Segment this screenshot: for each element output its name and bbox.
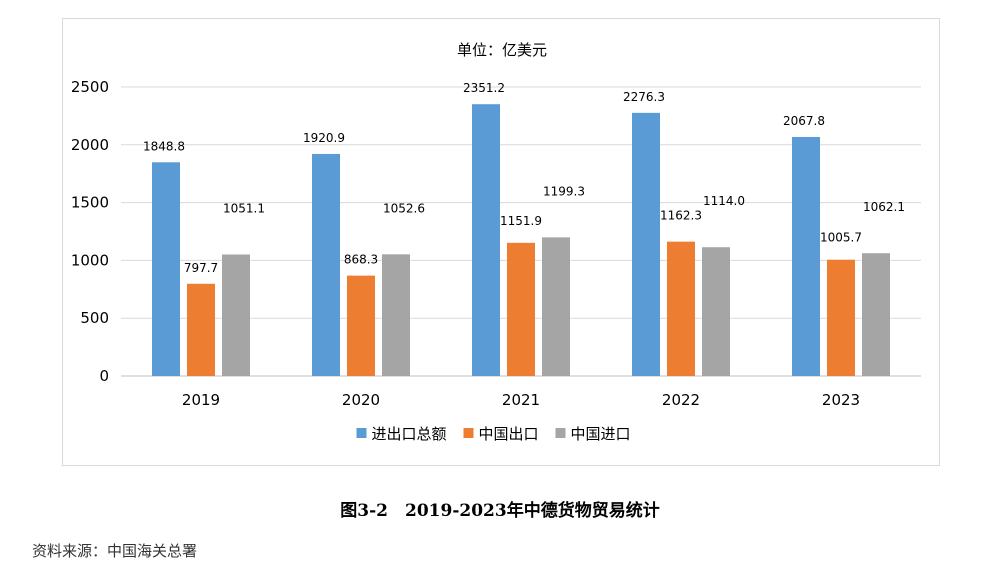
bar bbox=[472, 104, 500, 376]
legend-swatch bbox=[463, 428, 474, 438]
bar bbox=[507, 242, 535, 376]
bar bbox=[862, 253, 890, 376]
y-tick-label: 500 bbox=[80, 309, 109, 327]
bar-chart: 单位：亿美元 1848.8 797.7 1051.1 1920.9 868.3 1052.… bbox=[71, 41, 921, 443]
data-label: 1051.1 bbox=[223, 201, 265, 215]
y-tick-label: 1000 bbox=[71, 251, 109, 269]
data-label: 1114.0 bbox=[703, 194, 745, 208]
bar bbox=[347, 275, 375, 376]
figure-caption: 图3-2 2019-2023年中德货物贸易统计 bbox=[340, 501, 660, 521]
x-tick-label: 2020 bbox=[342, 391, 380, 409]
bar bbox=[312, 153, 340, 376]
data-label: 1062.1 bbox=[863, 200, 905, 214]
data-label: 1005.7 bbox=[820, 231, 862, 245]
x-tick-label: 2023 bbox=[822, 391, 860, 409]
bar bbox=[702, 247, 730, 376]
data-label: 797.7 bbox=[184, 261, 218, 275]
y-tick-label: 2500 bbox=[71, 78, 109, 96]
data-label: 1199.3 bbox=[543, 184, 585, 198]
bar bbox=[827, 259, 855, 376]
bar bbox=[632, 112, 660, 377]
legend-label: 中国出口 bbox=[479, 425, 539, 443]
data-label: 868.3 bbox=[344, 253, 378, 267]
x-tick-label: 2019 bbox=[182, 391, 220, 409]
data-label: 2351.2 bbox=[463, 81, 505, 95]
data-label: 1162.3 bbox=[660, 209, 702, 223]
data-label: 2276.3 bbox=[623, 90, 665, 104]
y-tick-label: 1500 bbox=[71, 194, 109, 212]
legend-label: 中国进口 bbox=[571, 425, 631, 443]
data-label: 1920.9 bbox=[303, 131, 345, 145]
legend-label: 进出口总额 bbox=[372, 425, 447, 443]
data-label: 1052.6 bbox=[383, 201, 425, 215]
source-note: 资料来源：中国海关总署 bbox=[32, 542, 198, 560]
y-tick-label: 2000 bbox=[71, 136, 109, 154]
bar bbox=[542, 237, 570, 376]
chart-frame: 单位：亿美元 1848.8 797.7 1051.1 1920.9 868.3 1052.… bbox=[62, 18, 940, 466]
unit-label: 单位：亿美元 bbox=[457, 41, 547, 59]
x-tick-label: 2022 bbox=[662, 391, 700, 409]
bar bbox=[152, 162, 180, 376]
x-tick-label: 2021 bbox=[502, 391, 540, 409]
legend-swatch bbox=[356, 428, 367, 438]
data-label: 1848.8 bbox=[143, 139, 185, 153]
data-label: 2067.8 bbox=[783, 114, 825, 128]
bar bbox=[222, 254, 250, 376]
bar bbox=[187, 283, 215, 376]
bar bbox=[382, 254, 410, 376]
bar bbox=[667, 241, 695, 376]
data-label: 1151.9 bbox=[500, 214, 542, 228]
y-tick-label: 0 bbox=[99, 367, 109, 385]
bar bbox=[792, 136, 820, 376]
legend-swatch bbox=[555, 428, 566, 438]
